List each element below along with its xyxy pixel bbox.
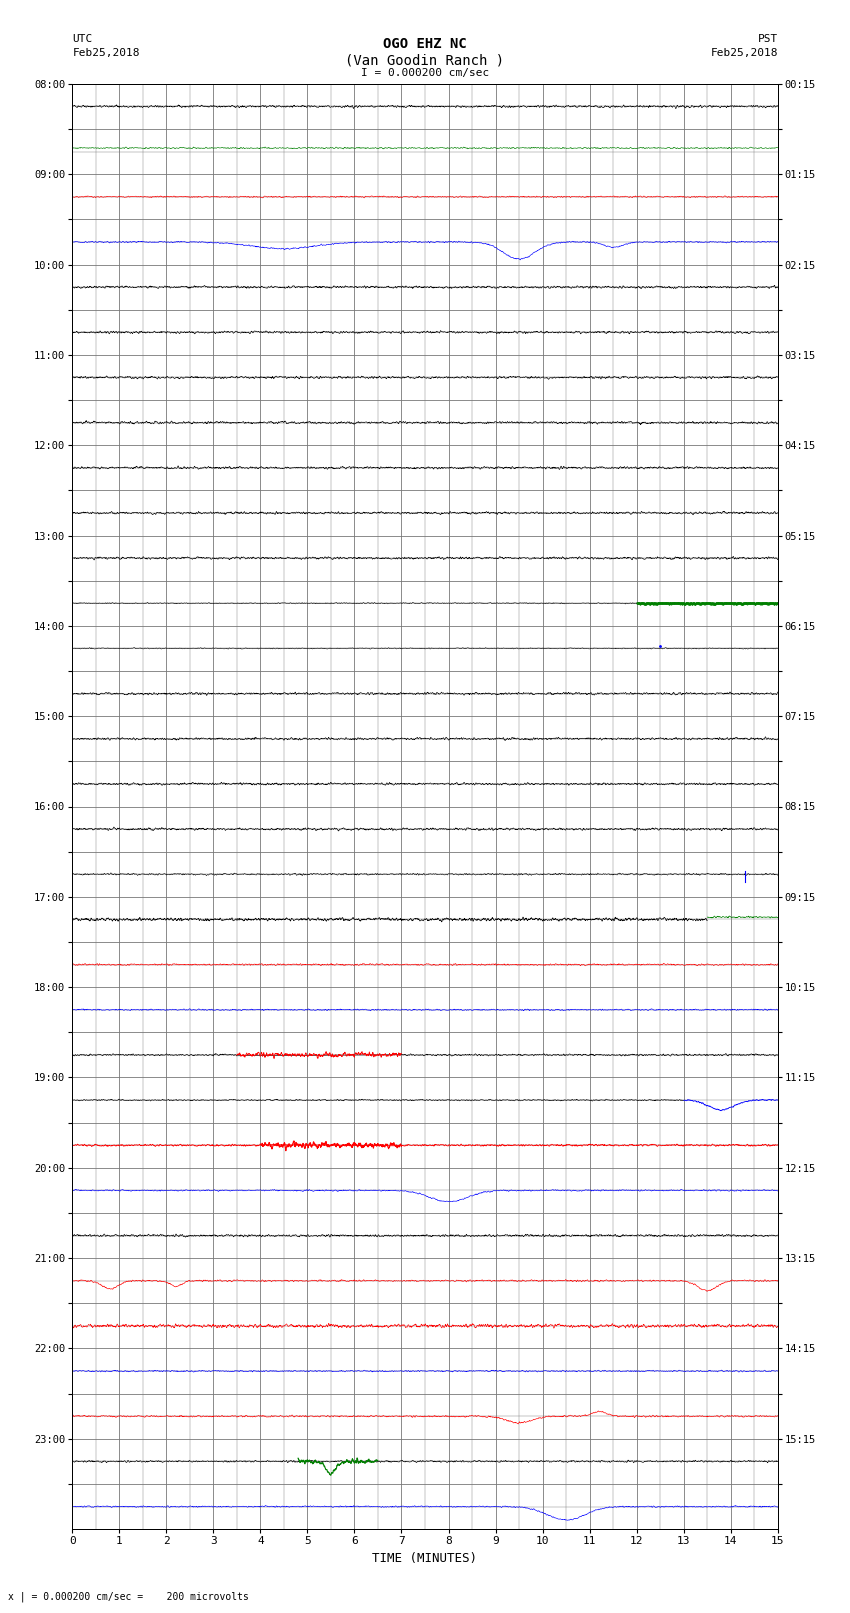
Text: Feb25,2018: Feb25,2018 — [711, 48, 778, 58]
Text: PST: PST — [757, 34, 778, 44]
Text: x | = 0.000200 cm/sec =    200 microvolts: x | = 0.000200 cm/sec = 200 microvolts — [8, 1590, 249, 1602]
Text: (Van Goodin Ranch ): (Van Goodin Ranch ) — [345, 53, 505, 68]
Text: UTC: UTC — [72, 34, 93, 44]
X-axis label: TIME (MINUTES): TIME (MINUTES) — [372, 1552, 478, 1565]
Text: I = 0.000200 cm/sec: I = 0.000200 cm/sec — [361, 68, 489, 77]
Text: Feb25,2018: Feb25,2018 — [72, 48, 139, 58]
Text: OGO EHZ NC: OGO EHZ NC — [383, 37, 467, 52]
